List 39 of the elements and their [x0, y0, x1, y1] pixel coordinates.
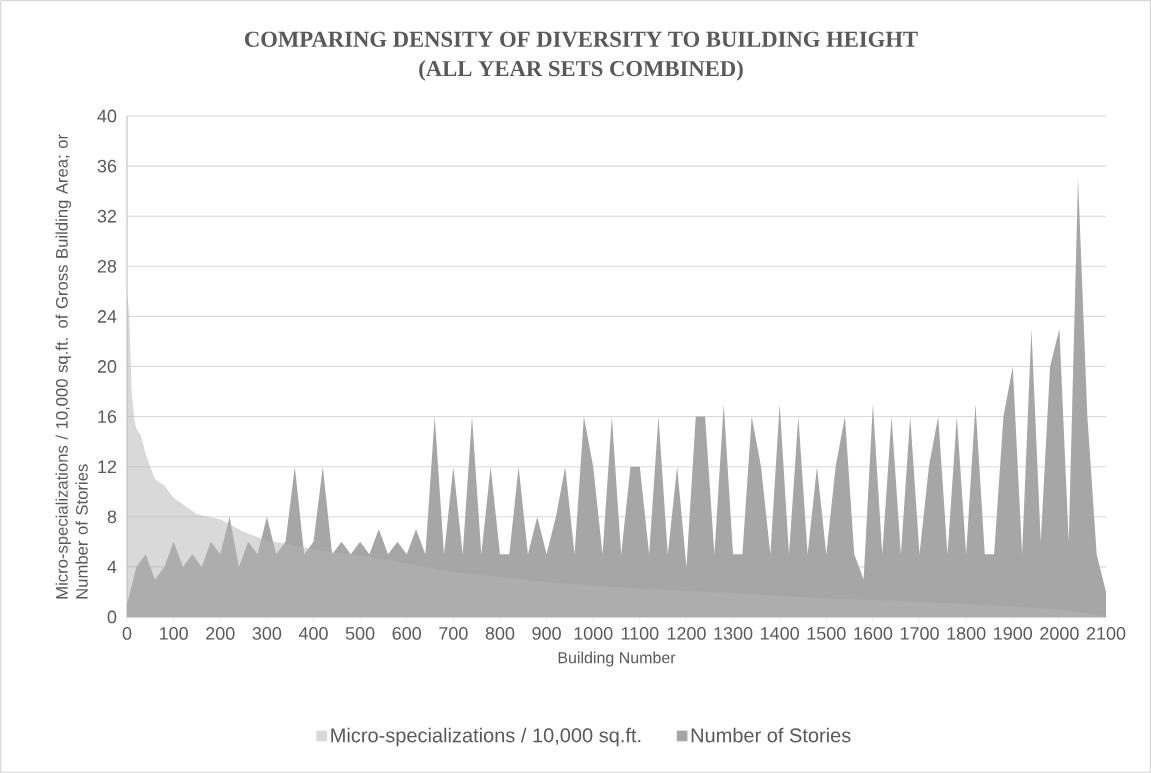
x-tick-label: 1700: [900, 627, 939, 640]
chart-title: COMPARING DENSITY OF DIVERSITY TO BUILDING HEIGHT: [245, 31, 918, 47]
y-tick-label: 28: [97, 259, 117, 273]
x-tick-label: 2100: [1086, 627, 1126, 640]
y-tick-label: 8: [107, 510, 117, 524]
y-tick-label: 32: [97, 209, 117, 223]
x-axis-title: Building Number: [558, 651, 676, 667]
y-tick-label: 16: [98, 410, 117, 423]
legend-label: Number of Stories: [691, 727, 851, 743]
y-tick-label: 12: [98, 460, 117, 473]
x-tick-label: 1400: [761, 627, 799, 640]
x-tick-label: 2000: [1040, 627, 1079, 640]
x-tick-label: 1500: [807, 627, 846, 640]
x-tick-label: 700: [439, 627, 468, 640]
x-tick-label: 600: [392, 627, 422, 640]
x-tick-label: 800: [485, 627, 515, 640]
x-tick-label: 0: [122, 627, 132, 640]
legend-label: Micro-specializations / 10,000 sq.ft.: [331, 727, 641, 747]
y-tick-label: 40: [97, 109, 117, 123]
x-tick-label: 200: [206, 627, 235, 640]
y-tick-label: 36: [97, 159, 117, 173]
x-tick-label: 1200: [667, 627, 706, 640]
x-tick-label: 1300: [714, 627, 753, 640]
chart-subtitle: (ALL YEAR SETS COMBINED): [419, 60, 743, 81]
x-tick-label: 300: [252, 627, 282, 640]
y-tick-label: 0: [107, 610, 117, 624]
y-tick-label: 24: [97, 310, 117, 323]
x-tick-label: 900: [532, 627, 561, 640]
x-tick-label: 1900: [994, 627, 1033, 640]
x-tick-label: 1000: [574, 627, 613, 640]
x-tick-label: 400: [298, 627, 328, 640]
x-tick-label: 500: [345, 627, 375, 640]
x-tick-label: 1100: [621, 627, 659, 640]
x-tick-label: 1600: [854, 627, 893, 640]
y-tick-label: 4: [107, 560, 117, 574]
y-tick-label: 20: [97, 360, 117, 373]
x-tick-label: 1800: [947, 627, 986, 640]
x-tick-label: 100: [159, 627, 188, 640]
y-axis-title: Micro-specializations / 10,000 sq.ft. of Gross Building Area; or Number of Stories: [55, 134, 88, 599]
